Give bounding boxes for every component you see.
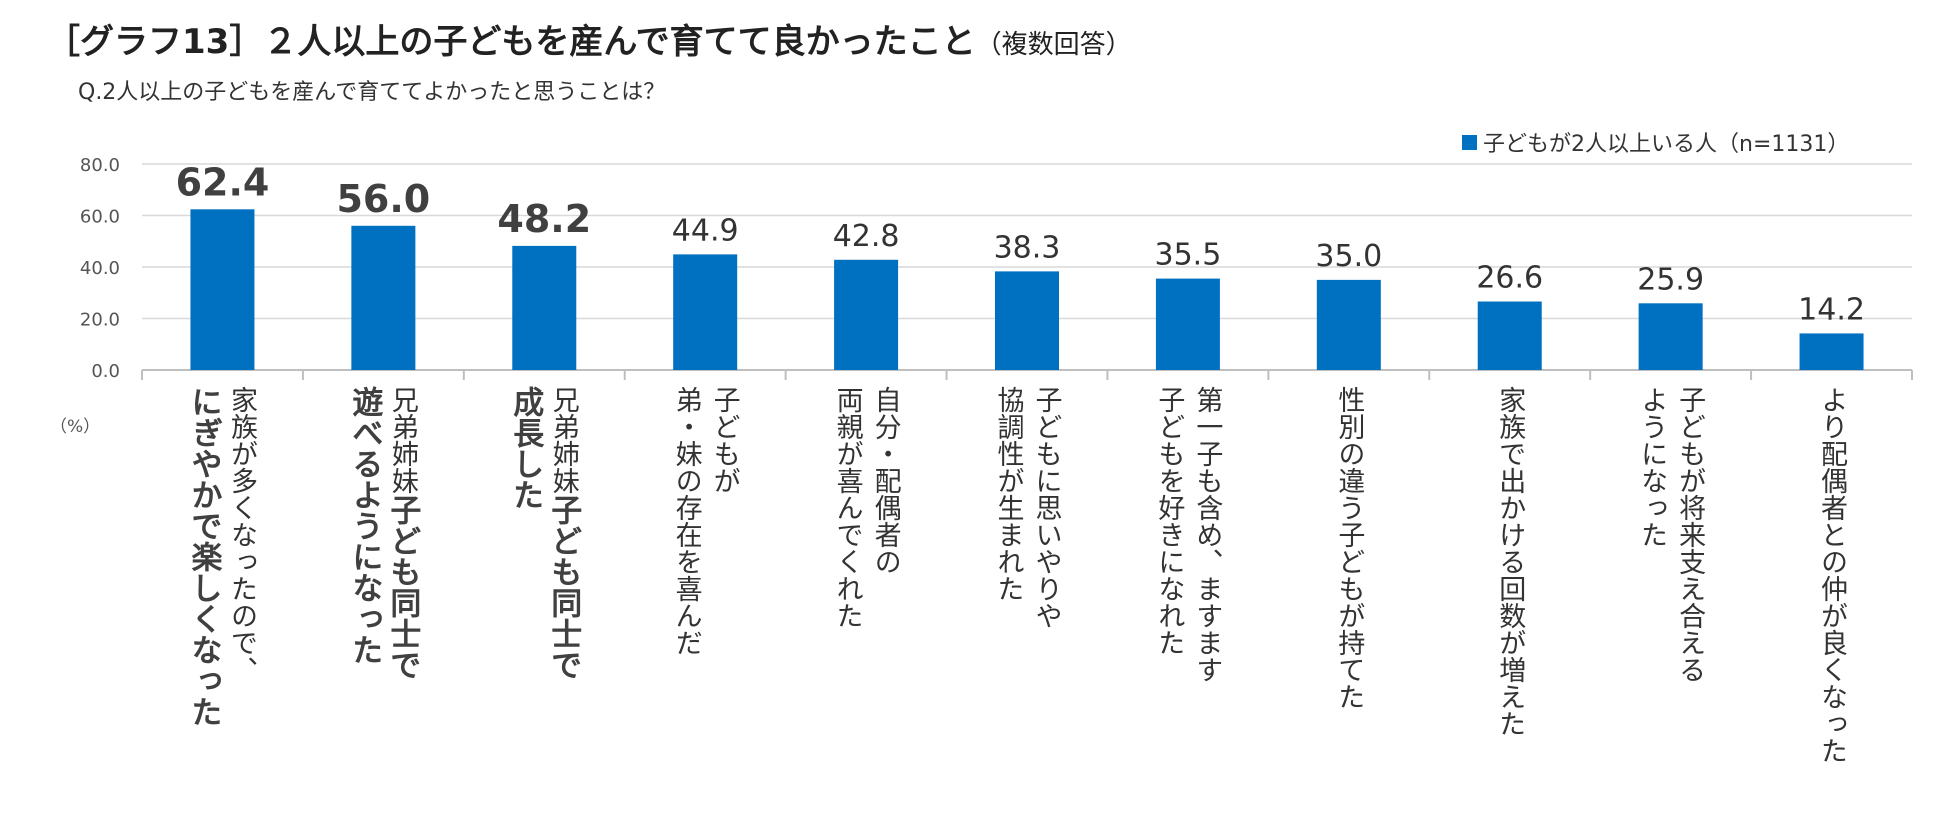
category-label: 兄弟姉妹子ども同士で xyxy=(384,386,420,680)
category-label: 子どもが xyxy=(709,386,740,494)
bar xyxy=(512,245,577,370)
bar xyxy=(190,209,255,370)
survey-question: Q.2人以上の子どもを産んで育ててよかったと思うことは？ xyxy=(78,80,666,105)
category-label-emphasis: 子ども同士で xyxy=(384,494,420,680)
category-label: 成長した xyxy=(507,386,544,510)
data-label: 56.0 xyxy=(336,177,430,221)
bar xyxy=(673,254,738,370)
data-label: 35.0 xyxy=(1315,239,1382,274)
category-label: にぎやかで楽しくなった xyxy=(185,386,222,727)
data-label: 25.9 xyxy=(1637,262,1704,297)
category-label-emphasis: 子ども同士で xyxy=(545,494,581,680)
category-label: 協調性が生まれた xyxy=(993,386,1025,602)
unit-label: （%） xyxy=(50,417,101,437)
chart-title-main: ［グラフ13］２人以上の子どもを産んで育てて良かったこと xyxy=(46,22,976,62)
data-label: 62.4 xyxy=(176,160,270,204)
bar xyxy=(1799,333,1864,370)
legend-swatch xyxy=(1462,134,1477,150)
data-label: 42.8 xyxy=(833,219,900,254)
category-label: 両親が喜んでくれた xyxy=(832,386,863,629)
data-label: 38.3 xyxy=(994,230,1061,265)
category-label: 遊べるようになった xyxy=(346,385,383,665)
bar xyxy=(995,271,1059,370)
category-label: 性別の違う子どもが持てた xyxy=(1333,386,1365,710)
bar xyxy=(834,259,899,370)
chart-title: ［グラフ13］２人以上の子どもを産んで育てて良かったこと（複数回答） xyxy=(46,14,1132,63)
bar xyxy=(1477,301,1542,370)
y-tick-label: 40.0 xyxy=(80,258,120,279)
data-label: 44.9 xyxy=(672,213,739,248)
data-label: 48.2 xyxy=(497,197,591,241)
category-label: 家族が多くなったので、 xyxy=(226,386,257,683)
data-label: 26.6 xyxy=(1476,261,1543,296)
category-label: 兄弟姉妹子ども同士で xyxy=(545,386,581,680)
category-label: ようになった xyxy=(1636,386,1667,548)
bar xyxy=(351,225,416,370)
data-label: 35.5 xyxy=(1155,238,1222,273)
y-tick-label: 0.0 xyxy=(91,361,120,382)
legend-label: 子どもが2人以上いる人（n=1131） xyxy=(1483,132,1850,157)
category-label: 第一子も含め、ますます xyxy=(1191,386,1223,683)
bar xyxy=(1155,278,1220,370)
bar xyxy=(1316,279,1381,370)
y-tick-label: 60.0 xyxy=(80,207,120,228)
category-label: 家族で出かける回数が増えた xyxy=(1494,386,1526,737)
category-label: 子どもを好きになれた xyxy=(1153,386,1185,656)
category-label: 弟・妹の存在を喜んだ xyxy=(671,386,703,656)
category-label: 子どもが将来支え合える xyxy=(1674,386,1706,683)
chart-title-suffix: （複数回答） xyxy=(975,30,1132,60)
bar xyxy=(1638,303,1703,370)
y-tick-label: 20.0 xyxy=(80,310,120,331)
y-tick-label: 80.0 xyxy=(80,155,120,176)
data-label: 14.2 xyxy=(1798,292,1865,327)
category-label: より配偶者との仲が良くなった xyxy=(1816,386,1848,764)
legend: 子どもが2人以上いる人（n=1131） xyxy=(1462,126,1849,158)
category-label: 子どもに思いやりや xyxy=(1031,386,1062,629)
category-label: 自分・配偶者の xyxy=(870,386,902,575)
